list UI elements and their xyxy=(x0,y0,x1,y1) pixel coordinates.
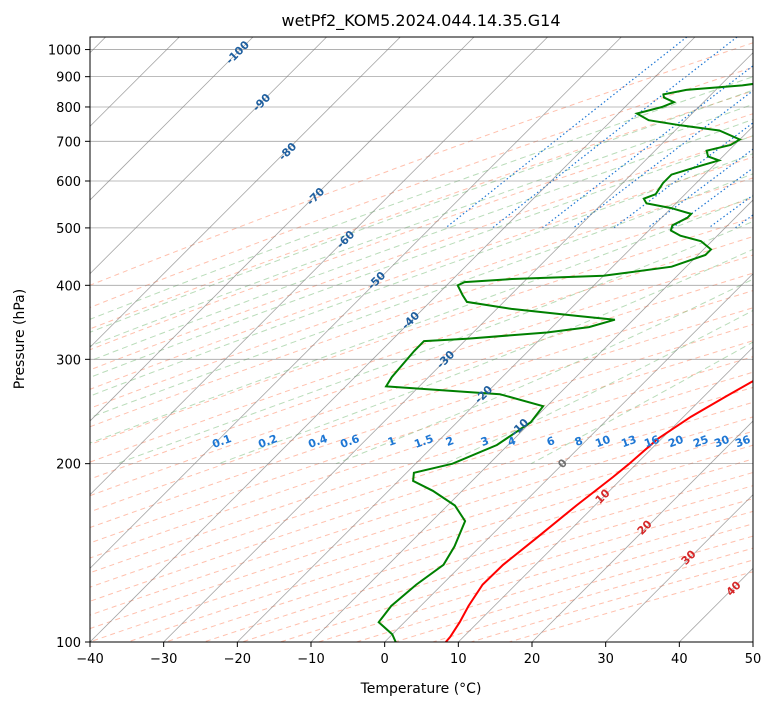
moist-adiabat-line xyxy=(90,118,753,362)
dry-adiabat-line xyxy=(90,177,753,409)
dry-adiabat-line xyxy=(90,113,753,351)
moist-adiabat-line xyxy=(218,248,753,465)
mixing-ratio-label: 3 xyxy=(479,434,491,449)
x-tick-label: 50 xyxy=(745,652,762,667)
mixing-ratio-label: 8 xyxy=(573,434,585,449)
x-tick-label: −40 xyxy=(76,652,103,667)
x-axis-label: Temperature (°C) xyxy=(360,681,482,697)
dry-adiabat-line xyxy=(90,290,753,513)
dry-adiabat-line xyxy=(90,90,753,330)
temperature-profile xyxy=(445,379,753,642)
isotherm-line xyxy=(90,37,475,422)
isotherm-line xyxy=(90,37,548,496)
isotherm-line xyxy=(90,37,401,348)
mixing-ratio-label: 10 xyxy=(593,433,612,451)
y-tick-label: 100 xyxy=(56,636,81,651)
moist-adiabat-line xyxy=(90,135,753,378)
isotherm-line xyxy=(237,125,753,642)
dry-adiabat-line xyxy=(90,386,753,602)
axis-ticks: −40 −30 −20 −10 0 10 20 30 40 5010020030040050060… xyxy=(48,44,761,667)
isotherm-line xyxy=(90,37,696,642)
moist-adiabat-line xyxy=(90,173,753,419)
isotherm-line xyxy=(90,37,622,569)
mixing-ratio-label: 20 xyxy=(666,433,685,451)
moist-adiabat-line xyxy=(335,278,753,465)
isotherm-line xyxy=(90,37,327,275)
mixing-ratio-label: 0.1 xyxy=(210,432,233,451)
x-tick-label: 40 xyxy=(671,652,688,667)
mixing-ratio-label: 1 xyxy=(386,434,398,449)
mixing-ratio-label: 0.6 xyxy=(338,432,361,451)
mixing-ratio-label: 36 xyxy=(733,433,752,451)
y-tick-label: 400 xyxy=(56,279,81,294)
y-tick-label: 900 xyxy=(56,71,81,86)
isotherm-line xyxy=(605,494,753,642)
chart-title: wetPf2_KOM5.2024.044.14.35.G14 xyxy=(281,11,560,31)
dry-adiabat-line xyxy=(90,42,753,286)
moist-adiabat-line xyxy=(90,153,753,397)
mixing-ratio-label: 25 xyxy=(691,433,710,450)
isotherm-line xyxy=(458,346,753,642)
mixing-ratio-label: 4 xyxy=(506,434,518,449)
x-tick-label: 10 xyxy=(450,652,467,667)
y-tick-label: 300 xyxy=(56,353,81,368)
moist-adiabat-line xyxy=(90,195,753,444)
mixing-ratio-label: 1.5 xyxy=(412,432,435,451)
x-tick-label: −10 xyxy=(297,652,324,667)
y-tick-label: 600 xyxy=(56,175,81,190)
mixing-ratio-label: 16 xyxy=(642,433,661,451)
dry-adiabat-line xyxy=(90,307,753,529)
mixing-ratio-label: 0.4 xyxy=(306,432,329,451)
dry-adiabat-line xyxy=(90,340,753,559)
mixing-ratio-line xyxy=(672,167,753,229)
isotherm-line xyxy=(531,420,753,642)
y-tick-label: 200 xyxy=(56,458,81,473)
isotherm-line xyxy=(90,37,254,201)
moist-adiabat-line xyxy=(90,89,753,333)
profiles xyxy=(377,82,753,642)
mixing-ratio-label: 30 xyxy=(712,433,731,451)
x-tick-label: 30 xyxy=(597,652,614,667)
dewpoint-profile xyxy=(377,82,753,642)
x-tick-label: 0 xyxy=(381,652,389,667)
x-tick-label: −20 xyxy=(224,652,251,667)
mixing-ratio-label: 0.2 xyxy=(256,432,279,451)
mixing-ratio-label: 13 xyxy=(619,433,638,450)
mixing-ratio-label: 6 xyxy=(545,434,557,449)
dry-adiabat-line xyxy=(90,254,753,480)
mixing-ratio-line xyxy=(542,65,753,229)
mixing-ratio-label: 2 xyxy=(444,434,456,449)
mixing-ratio-line xyxy=(572,89,753,229)
isotherm-line xyxy=(310,199,753,642)
moist-adiabat-line xyxy=(90,76,753,320)
dry-adiabat-line xyxy=(90,197,753,428)
plot-frame xyxy=(89,36,754,643)
isotherm-line xyxy=(384,273,753,642)
y-tick-label: 1000 xyxy=(48,44,81,59)
x-tick-label: −30 xyxy=(150,652,177,667)
y-tick-label: 500 xyxy=(56,222,81,237)
y-tick-label: 700 xyxy=(56,135,81,150)
y-axis-label: Pressure (hPa) xyxy=(12,289,28,389)
x-tick-label: 20 xyxy=(524,652,541,667)
y-tick-label: 800 xyxy=(56,101,81,116)
